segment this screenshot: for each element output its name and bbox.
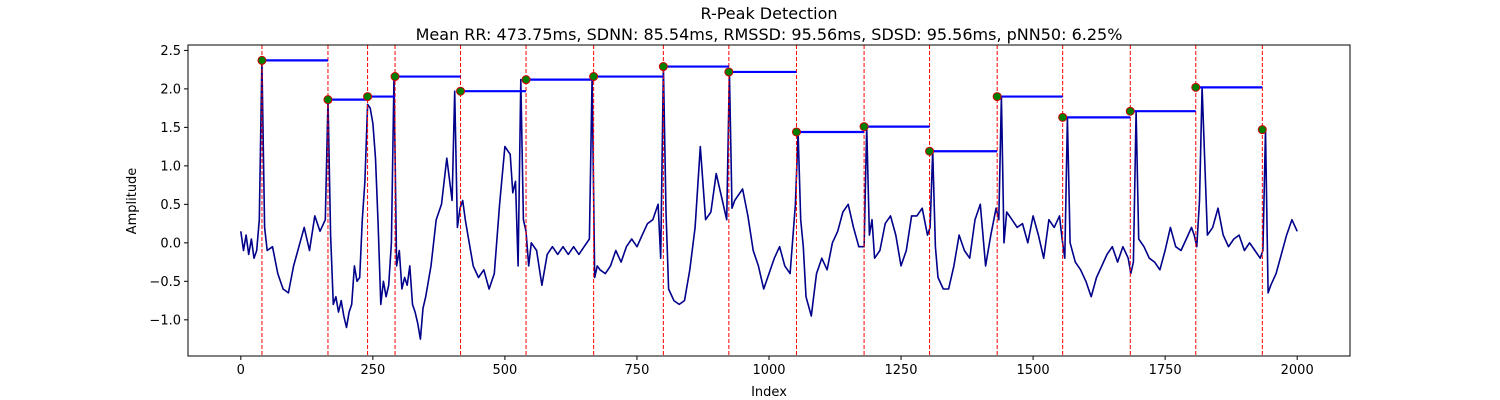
x-tick-label: 750 [625,363,650,378]
r-peak-point [724,67,734,77]
x-tick-label: 500 [492,363,517,378]
r-peak-point [589,72,599,82]
r-peak-point [859,122,869,132]
x-axis-label: Index [751,385,787,400]
r-peak-point [521,75,531,85]
r-peak-point [1257,125,1267,135]
x-tick-label: 1500 [1017,363,1050,378]
x-tick-label: 1750 [1149,363,1182,378]
r-peak-point [791,127,801,137]
r-peak-point [257,55,267,65]
r-peak-point [363,92,373,102]
y-axis: −1.0 −0.5 0.0 0.5 1.0 1.5 2.0 2.5 [149,44,188,328]
r-peak-point [390,72,400,82]
y-tick-label: 2.0 [160,82,181,97]
x-tick-label: 250 [360,363,385,378]
r-peak-point [925,146,935,156]
r-peak-point [658,62,668,72]
chart-subtitle: Mean RR: 473.75ms, SDNN: 85.54ms, RMSSD:… [416,25,1123,44]
x-tick-label: 0 [237,363,245,378]
y-tick-label: 0.0 [160,236,181,251]
y-tick-label: 1.0 [160,159,181,174]
y-tick-label: −0.5 [149,275,181,290]
y-tick-label: 0.5 [160,198,181,213]
y-tick-label: −1.0 [149,313,181,328]
x-tick-label: 1000 [752,363,785,378]
r-peak-point [1125,106,1135,116]
y-tick-label: 1.5 [160,121,181,136]
plot-area-frame [187,44,1351,357]
r-peak-point [1058,112,1068,122]
ecg-signal-line [240,59,1298,340]
r-peak-point [323,95,333,105]
r-peak-point [1191,82,1201,92]
x-axis: 0 250 500 750 1000 1250 1500 1750 2000 [237,356,1314,378]
x-tick-label: 1250 [884,363,917,378]
chart-title: R-Peak Detection [700,4,837,23]
y-tick-label: 2.5 [160,44,181,59]
y-axis-label: Amplitude [125,168,140,235]
r-peak-point [456,86,466,96]
r-peak-point [992,92,1002,102]
x-tick-label: 2000 [1281,363,1314,378]
